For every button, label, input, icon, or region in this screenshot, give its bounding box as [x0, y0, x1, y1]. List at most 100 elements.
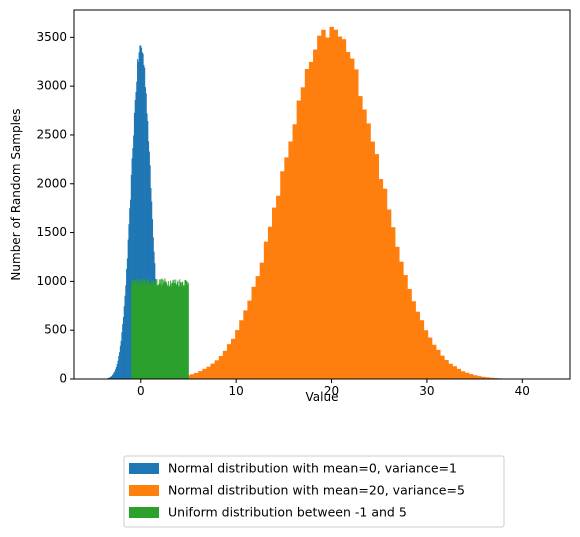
histogram-bar-s0-52 [143, 64, 145, 379]
histogram-bar-s1-46 [329, 26, 334, 380]
histogram-bar-s1-39 [300, 87, 306, 380]
histogram-bar-s0-55 [145, 93, 147, 379]
histogram-bar-s1-37 [292, 124, 297, 379]
legend-swatch-normal-20 [129, 485, 159, 496]
histogram-bar-s1-18 [214, 360, 220, 379]
histogram-bar-s2-33 [150, 283, 152, 379]
histogram-bar-s2-83 [178, 286, 180, 379]
x-axis: 0 10 20 30 40 [137, 379, 530, 398]
histogram-bar-s2-92 [183, 285, 185, 379]
histogram-bar-s1-84 [485, 377, 490, 379]
histogram-bar-s0-40 [133, 112, 136, 379]
histogram-bar-s0-50 [141, 52, 143, 380]
histogram-bar-s2-78 [175, 284, 177, 379]
histogram-bar-s2-76 [174, 283, 176, 379]
histogram-bar-s1-15 [202, 368, 207, 379]
legend-swatch-normal-0 [129, 463, 159, 474]
histogram-bar-s2-41 [154, 283, 156, 379]
histogram-bar-s0-58 [147, 141, 150, 379]
histogram-bar-s1-43 [317, 35, 322, 380]
histogram-bar-s2-6 [134, 282, 136, 379]
histogram-bar-s0-35 [129, 199, 132, 379]
histogram-bar-s2-37 [152, 285, 154, 379]
histogram-bar-s0-9 [109, 377, 111, 379]
histogram-bar-s2-65 [168, 286, 170, 379]
histogram-bar-s0-13 [112, 373, 114, 379]
histogram-bar-s1-68 [419, 320, 425, 379]
histogram-bar-s1-28 [255, 276, 261, 379]
histogram-bar-s1-30 [263, 241, 269, 379]
histogram-bar-s2-17 [140, 285, 142, 379]
histogram-bar-s2-75 [174, 283, 176, 379]
histogram-bar-s2-11 [137, 284, 139, 379]
histogram-bar-s2-77 [175, 279, 177, 379]
histogram-bar-s0-36 [130, 174, 132, 379]
histogram-bar-s0-41 [134, 100, 136, 380]
histogram-bar-s1-35 [284, 157, 289, 379]
x-axis-label: Value [306, 390, 339, 404]
histogram-bar-s2-61 [166, 283, 168, 379]
histogram-bar-s2-85 [179, 282, 181, 379]
histogram-bar-s2-72 [172, 280, 174, 379]
histogram-bar-s2-10 [136, 281, 138, 379]
histogram-bar-s0-42 [135, 92, 137, 379]
histogram-bar-s1-38 [296, 100, 302, 379]
histogram-bar-s2-86 [180, 282, 182, 379]
histogram-bar-s1-22 [231, 338, 236, 379]
histogram-bar-s0-18 [116, 363, 118, 379]
histogram-bar-s1-56 [370, 141, 375, 379]
histogram-bar-s1-77 [456, 368, 462, 379]
y-tick-label: 1500 [36, 225, 67, 239]
histogram-bar-s0-54 [144, 87, 146, 379]
histogram-bar-s2-96 [186, 281, 188, 379]
x-tick-label: 0 [137, 384, 145, 398]
histogram-bar-s1-20 [222, 350, 228, 379]
histogram-bar-s1-78 [460, 371, 466, 379]
histogram-bar-s2-98 [187, 284, 189, 379]
histogram-bar-s2-79 [176, 284, 178, 379]
histogram-bar-s2-91 [183, 285, 185, 379]
histogram-bar-s1-55 [366, 123, 371, 379]
histogram-bar-s1-70 [427, 337, 433, 379]
histogram-bar-s0-28 [124, 295, 126, 379]
histogram-bar-s1-42 [313, 49, 318, 380]
legend: Normal distribution with mean=0, varianc… [123, 455, 505, 528]
histogram-bar-s2-90 [182, 286, 184, 379]
histogram-bar-s2-88 [181, 282, 183, 379]
histogram-bar-s2-22 [143, 280, 145, 379]
histogram-bar-s1-29 [259, 262, 265, 379]
histogram-bar-s2-99 [187, 282, 189, 379]
histogram-bar-s0-22 [119, 345, 121, 379]
histogram-bar-s2-36 [151, 280, 153, 379]
histogram-bar-s1-17 [210, 363, 215, 379]
histogram-bar-s0-43 [136, 81, 138, 380]
histogram-bar-s1-51 [349, 58, 355, 379]
histogram-bar-s1-47 [333, 29, 338, 380]
histogram-bar-s2-13 [138, 280, 140, 379]
histogram-bar-s2-56 [163, 283, 165, 379]
histogram-bar-s1-85 [489, 377, 494, 379]
histogram-bar-s1-64 [403, 275, 408, 379]
histogram-bar-s2-80 [177, 282, 178, 379]
histogram-bar-s2-14 [139, 286, 141, 379]
histogram-bar-s2-32 [149, 286, 151, 379]
histogram-bar-s2-81 [177, 280, 179, 379]
histogram-bar-s2-82 [178, 286, 180, 379]
histogram-bar-s0-8 [108, 377, 111, 379]
histogram-bar-s0-14 [113, 372, 115, 379]
histogram-bar-s1-62 [395, 246, 400, 379]
histogram-bar-s2-28 [147, 282, 149, 379]
histogram-bar-s2-71 [171, 282, 173, 379]
histogram-bar-s2-25 [145, 286, 147, 379]
histogram-bar-s2-16 [140, 278, 142, 379]
histogram-bar-s2-53 [161, 278, 163, 379]
histogram-bar-s1-27 [251, 286, 256, 379]
histogram-bar-s2-54 [162, 284, 164, 379]
y-axis-label: Number of Random Samples [9, 108, 23, 280]
histogram-bar-s2-2 [132, 283, 134, 379]
histogram-bar-s1-72 [436, 349, 441, 379]
histogram-bar-s2-84 [179, 279, 181, 379]
histogram-bar-s2-40 [154, 285, 156, 379]
histogram-bar-s1-83 [481, 376, 486, 379]
histogram-bar-s1-79 [464, 372, 470, 379]
